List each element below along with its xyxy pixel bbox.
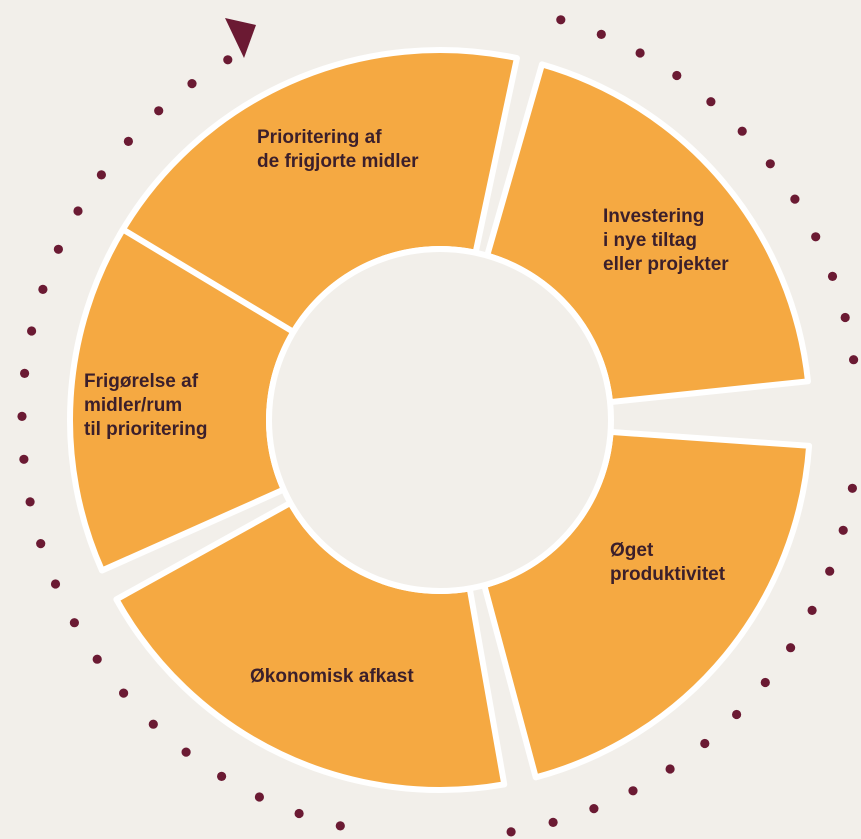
segment-label-afkast: Økonomisk afkast — [250, 666, 414, 687]
cycle-dot — [847, 483, 858, 493]
segment-label-prioritering: Prioritering af de frigjorte midler — [257, 127, 419, 172]
cycle-dot — [119, 688, 129, 698]
cycle-dot — [506, 827, 516, 837]
segment-label-frigoerelse: Frigørelse af midler/rum til prioriterin… — [84, 371, 208, 440]
cycle-dot — [294, 808, 304, 819]
cycle-dot — [181, 747, 191, 757]
cycle-dot — [148, 719, 158, 729]
cycle-dot — [17, 411, 27, 421]
cycle-dot — [838, 525, 848, 535]
cycle-dot — [53, 244, 64, 254]
cycle-dot — [732, 709, 742, 720]
cycle-dot — [96, 170, 106, 180]
cycle-dot — [672, 70, 682, 81]
cycle-dot — [217, 771, 227, 782]
cycle-dot — [825, 566, 835, 576]
segment-label-investering: Investering i nye tiltag eller projekter — [603, 206, 729, 275]
cycle-dot — [840, 312, 850, 323]
cycle-dot — [786, 643, 796, 653]
cycle-dot — [811, 232, 821, 242]
cycle-dot — [849, 355, 859, 365]
cycle-dot — [548, 817, 558, 828]
cycle-dot — [69, 618, 79, 628]
cycle-dot — [187, 79, 197, 89]
segment-label-produktivitet: Øget produktivitet — [610, 540, 726, 585]
cycle-dot — [254, 792, 264, 802]
cycle-dot — [635, 48, 645, 58]
cycle-dot — [38, 284, 48, 294]
cycle-dot — [706, 97, 716, 107]
cycle-dot — [827, 271, 838, 281]
cycle-dot — [154, 106, 164, 116]
cycle-dot — [700, 738, 710, 749]
cycle-dot — [50, 579, 61, 589]
cycle-dot — [765, 159, 775, 169]
dotted-cycle-arrow — [17, 15, 859, 837]
cycle-dot — [665, 764, 675, 774]
cycle-dot — [223, 55, 233, 65]
cycle-dot — [556, 15, 566, 25]
cycle-segments — [67, 47, 813, 793]
cycle-dot — [760, 677, 770, 688]
cycle-dot — [589, 804, 599, 814]
cycle-dot — [36, 539, 46, 549]
cycle-dot — [596, 29, 606, 39]
cycle-dot — [92, 654, 102, 664]
cycle-dot — [335, 821, 345, 831]
cycle-dot — [73, 206, 83, 216]
cycle-dot — [25, 497, 35, 507]
center-circle — [266, 246, 614, 594]
cycle-dot — [27, 326, 37, 336]
cycle-dot — [807, 605, 817, 616]
cycle-dot — [19, 454, 29, 464]
cycle-arrowhead-icon — [225, 18, 256, 58]
cycle-dot — [123, 136, 133, 146]
cycle-dot — [737, 126, 747, 136]
cycle-dot — [628, 786, 638, 796]
cycle-dot — [790, 194, 800, 204]
cycle-dot — [20, 368, 30, 378]
